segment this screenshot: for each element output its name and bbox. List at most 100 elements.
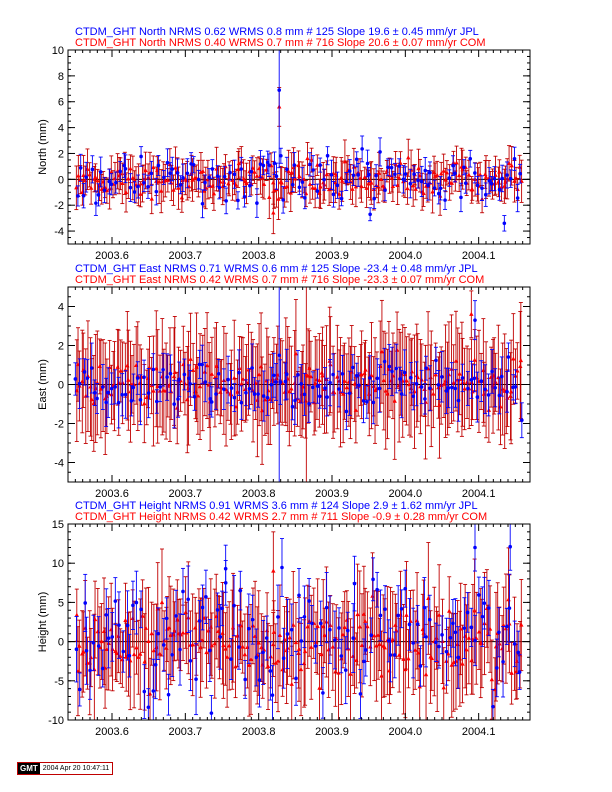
jpl-point [423, 397, 427, 401]
jpl-point [104, 400, 108, 405]
jpl-point [299, 382, 303, 386]
y-tick-label: -4 [54, 458, 64, 470]
com-point [114, 650, 120, 655]
y-tick-label: -5 [54, 676, 64, 688]
jpl-point [375, 376, 380, 381]
jpl-point [176, 397, 180, 401]
jpl-point [196, 177, 201, 182]
jpl-point [237, 645, 241, 649]
com-point [254, 173, 260, 178]
jpl-point [329, 173, 334, 177]
com-point [138, 191, 143, 196]
com-point [449, 180, 455, 185]
com-point [276, 196, 281, 201]
com-point [342, 624, 347, 630]
jpl-point [337, 626, 341, 630]
jpl-point [242, 194, 247, 199]
jpl-point [358, 692, 363, 696]
com-point [172, 369, 177, 375]
jpl-point [161, 643, 166, 647]
com-point [289, 386, 294, 391]
jpl-point [434, 358, 438, 363]
com-point [383, 388, 388, 393]
com-point [508, 393, 513, 398]
com-point [362, 174, 367, 180]
jpl-point [285, 632, 290, 636]
com-point [315, 623, 320, 629]
jpl-point [243, 677, 247, 682]
jpl-point [344, 179, 349, 184]
jpl-point [505, 624, 509, 629]
jpl-point [398, 377, 402, 381]
com-point [259, 408, 265, 413]
com-point [519, 622, 524, 627]
com-point [370, 593, 375, 598]
jpl-point [92, 390, 97, 395]
jpl-point [222, 174, 227, 179]
jpl-point [224, 199, 228, 203]
com-point [282, 636, 287, 641]
jpl-point [356, 173, 360, 177]
com-point [293, 176, 298, 181]
jpl-point [480, 614, 485, 619]
x-tick-label: 2003.8 [242, 250, 276, 262]
com-point [466, 172, 472, 177]
com-point [201, 188, 207, 193]
com-point [390, 637, 395, 642]
jpl-point [297, 593, 301, 598]
com-point [138, 651, 143, 656]
jpl-point [188, 658, 193, 663]
com-point [469, 311, 474, 316]
com-point [439, 171, 444, 176]
com-point [509, 163, 514, 168]
com-point [322, 632, 327, 638]
com-point [434, 635, 439, 640]
jpl-point [367, 172, 371, 177]
com-point [256, 372, 262, 377]
jpl-point [482, 601, 487, 605]
jpl-point [267, 163, 271, 167]
com-point [462, 386, 467, 391]
jpl-point [132, 190, 137, 194]
com-point [374, 643, 379, 648]
com-point [376, 170, 382, 175]
com-point [271, 629, 277, 634]
com-point [414, 618, 420, 623]
jpl-point [315, 384, 320, 389]
com-point [335, 374, 340, 379]
jpl-point [365, 161, 370, 166]
jpl-point [293, 398, 297, 403]
y-axis-label: North (mm) [37, 119, 49, 175]
jpl-point [226, 377, 230, 382]
jpl-point [228, 170, 232, 175]
jpl-point [440, 633, 444, 637]
com-point [446, 651, 451, 656]
com-point [186, 385, 191, 390]
com-point [315, 162, 320, 167]
com-point [157, 651, 163, 656]
jpl-point [451, 621, 455, 626]
jpl-point [274, 174, 279, 179]
com-point [376, 184, 381, 189]
jpl-point [408, 181, 413, 186]
com-point [377, 642, 382, 647]
jpl-point [377, 386, 382, 391]
com-point [390, 183, 396, 188]
jpl-point [419, 179, 424, 184]
com-point [453, 658, 459, 663]
jpl-point [389, 165, 394, 170]
jpl-point [324, 605, 329, 610]
jpl-point [109, 182, 114, 187]
jpl-point [200, 201, 205, 206]
com-point [394, 628, 399, 633]
com-point [273, 660, 278, 665]
com-point [431, 391, 436, 396]
com-point [451, 380, 456, 385]
com-point [483, 174, 489, 179]
jpl-point [300, 180, 305, 184]
y-tick-label: 8 [58, 71, 64, 83]
com-point [296, 650, 301, 655]
x-tick-label: 2004.0 [389, 250, 423, 262]
data-area [68, 50, 530, 235]
